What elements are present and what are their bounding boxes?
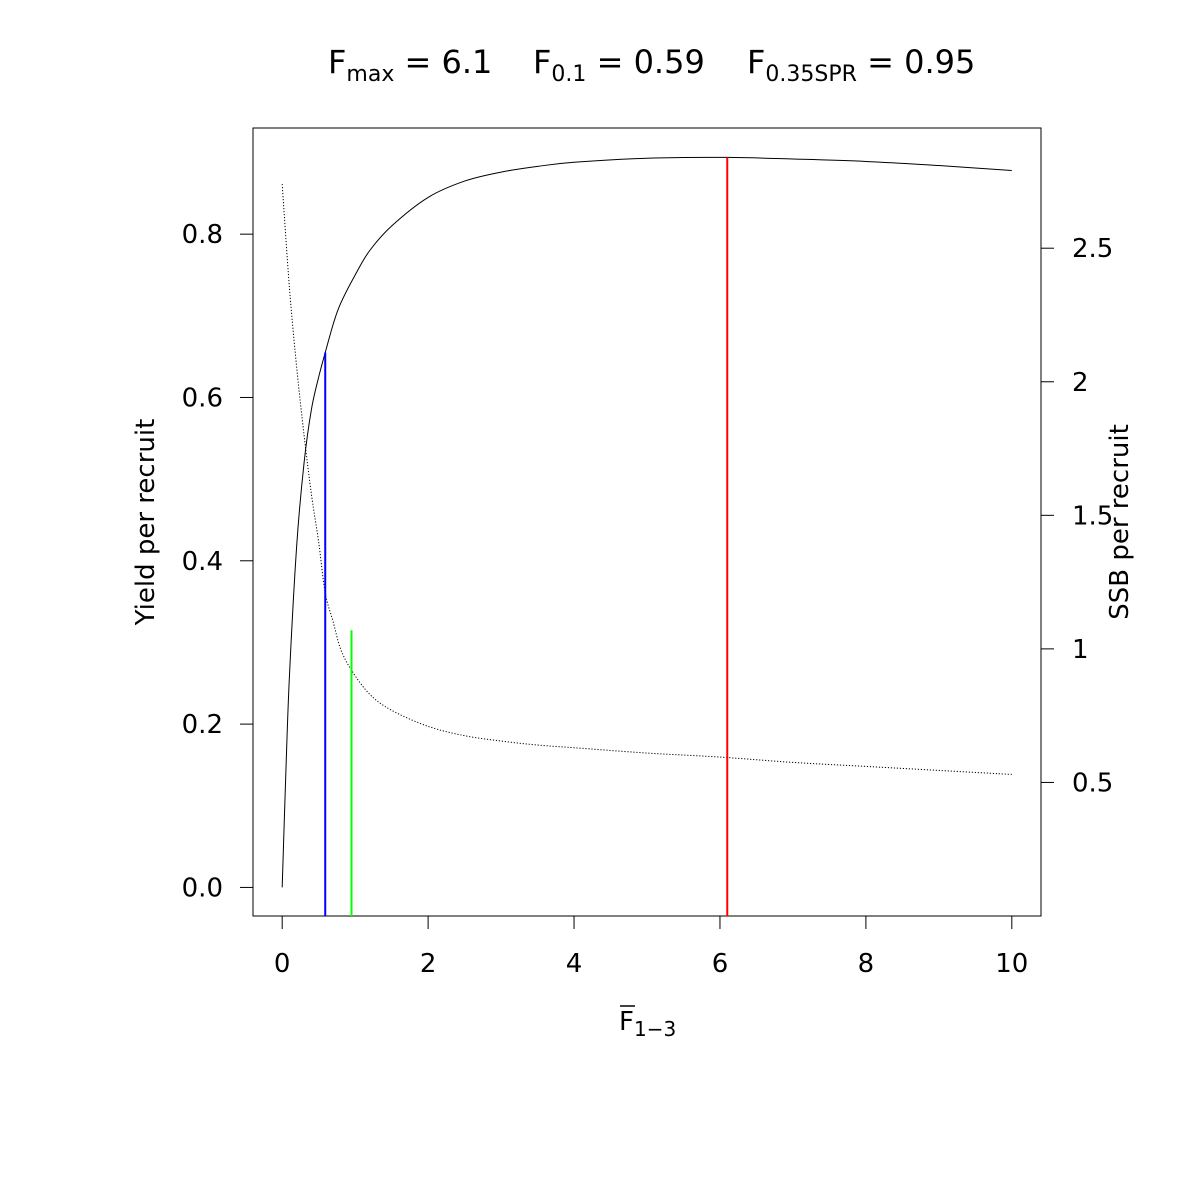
y-right-axis-label: SSB per recruit (1105, 424, 1135, 620)
plot-frame (252, 127, 1042, 917)
series-layer (281, 156, 1012, 888)
x-tick-label: 2 (420, 949, 437, 979)
x-axis-label-text: F1−3 (619, 1007, 676, 1041)
y-left-tick-label: 0.6 (182, 383, 223, 413)
yield-per-recruit-curve (281, 156, 1012, 888)
ssb-per-recruit-curve (281, 184, 1012, 775)
x-tick-label: 4 (566, 949, 583, 979)
y-left-tick-label: 0.8 (182, 220, 223, 250)
x-axis-label: F1−3 (619, 1005, 676, 1041)
y-left-tick-label: 0.0 (182, 873, 223, 903)
y-right-tick-label: 2.5 (1072, 234, 1113, 264)
x-tick-label: 10 (995, 949, 1028, 979)
chart-title: Fmax = 6.1 F0.1 = 0.59 F0.35SPR = 0.95 (328, 43, 975, 87)
title-f01: F0.1 = 0.59 (533, 43, 705, 87)
x-tick-label: 0 (274, 949, 291, 979)
y-right-axis: 0.5 1 1.5 2 2.5 (1040, 234, 1113, 798)
title-f035spr: F0.35SPR = 0.95 (747, 43, 975, 87)
x-tick-label: 8 (858, 949, 875, 979)
x-tick-label: 6 (712, 949, 729, 979)
y-right-tick-label: 2 (1072, 368, 1089, 398)
y-right-tick-label: 1 (1072, 635, 1089, 665)
y-left-axis: 0.0 0.2 0.4 0.6 0.8 (182, 220, 254, 903)
y-right-tick-label: 1.5 (1072, 501, 1113, 531)
y-right-tick-label: 0.5 (1072, 768, 1113, 798)
title-fmax: Fmax = 6.1 (328, 43, 492, 87)
y-left-tick-label: 0.4 (182, 547, 223, 577)
x-axis: 0 2 4 6 8 10 (274, 915, 1028, 979)
y-left-axis-label: Yield per recruit (131, 419, 161, 627)
reference-lines (324, 157, 729, 916)
y-left-tick-label: 0.2 (182, 710, 223, 740)
